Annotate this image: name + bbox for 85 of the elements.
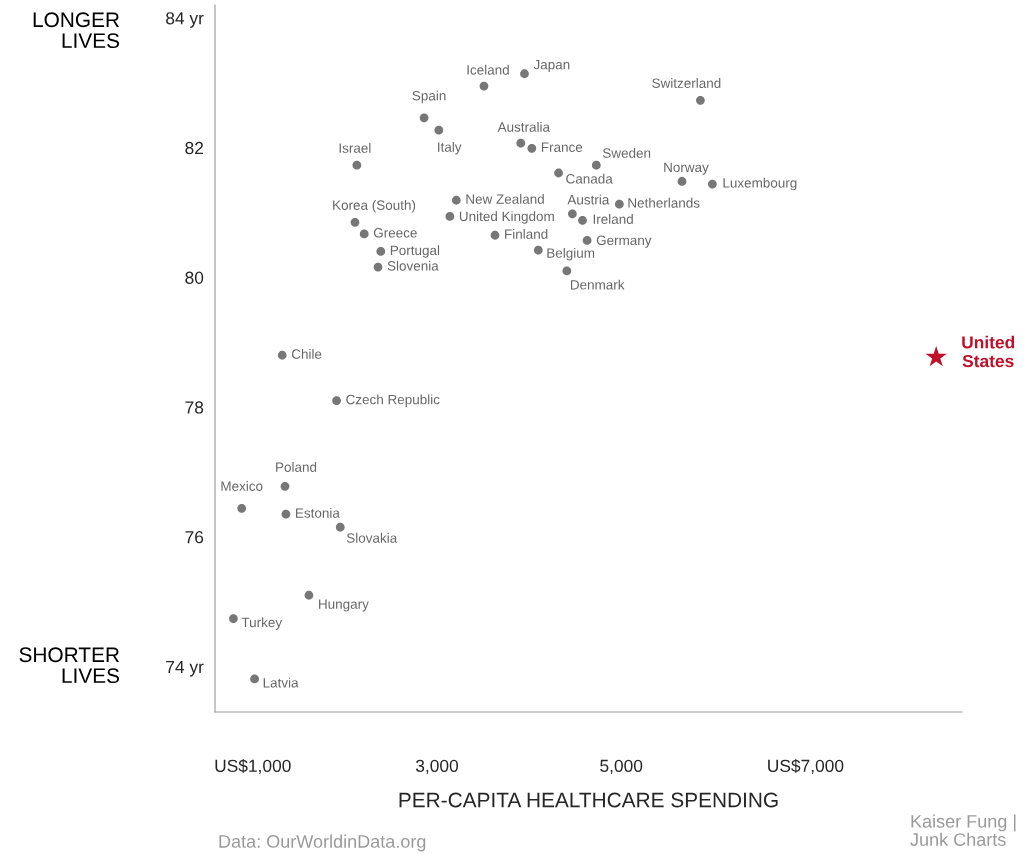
- text: Data: OurWorldinData.org: [219, 834, 426, 852]
- point: [419, 113, 429, 123]
- x-axis-title: PER-CAPITA HEALTHCARE SPENDING: [399, 792, 778, 808]
- point: [376, 247, 386, 256]
- point: [527, 143, 537, 153]
- series-label: Chile: [291, 348, 322, 359]
- point: [696, 95, 705, 105]
- series-label: Norway: [664, 162, 709, 175]
- y-tick-label: 82: [185, 141, 204, 155]
- point: [925, 346, 947, 367]
- point: [520, 69, 529, 79]
- point: [373, 262, 383, 272]
- point: [359, 229, 369, 239]
- series-label: Poland: [276, 462, 317, 472]
- point: [250, 674, 259, 684]
- series-label: United Kingdom: [459, 211, 554, 224]
- point: [567, 209, 577, 219]
- series-label: France: [541, 142, 583, 152]
- series-label: Estonia: [296, 507, 340, 518]
- series-label: Netherlands: [628, 197, 700, 208]
- series-label: Israel: [339, 142, 371, 153]
- point: [350, 217, 360, 227]
- series-label: Germany: [596, 235, 652, 248]
- y-tick-label: 84 yr: [166, 12, 204, 28]
- series-label: Iceland: [467, 64, 509, 75]
- x-tick-label: US$7,000: [768, 758, 844, 775]
- point: [445, 212, 455, 221]
- point: [614, 199, 624, 209]
- point: [237, 503, 247, 513]
- point: [582, 236, 592, 245]
- series-label: New Zealand: [466, 193, 544, 204]
- point: [677, 177, 687, 186]
- series-label: Portugal: [390, 245, 440, 258]
- series-label: Greece: [373, 228, 417, 238]
- series-label: Switzerland: [652, 78, 721, 88]
- point: [490, 230, 500, 240]
- point: [277, 350, 287, 360]
- series-label: United States: [962, 335, 1015, 368]
- series-label: Denmark: [570, 279, 625, 290]
- point: [332, 396, 341, 406]
- point: [451, 195, 461, 205]
- point: [304, 590, 314, 600]
- point: [281, 509, 291, 519]
- series-label: Luxembourg: [723, 177, 797, 191]
- point: [335, 522, 345, 532]
- series-label: Japan: [533, 59, 570, 73]
- series-label: Slovakia: [346, 532, 398, 543]
- series-label: Canada: [566, 173, 613, 184]
- point: [479, 81, 489, 91]
- text: Kaiser Fung | Junk Charts: [910, 814, 1016, 846]
- point: [562, 266, 572, 276]
- point: [578, 215, 587, 225]
- series-label: Italy: [438, 141, 462, 155]
- series-label: Turkey: [241, 617, 283, 630]
- point: [280, 481, 290, 491]
- point: [229, 614, 238, 623]
- x-tick-label: US$1,000: [215, 758, 291, 775]
- point: [533, 245, 543, 255]
- text: LONGER LIVES: [33, 12, 120, 49]
- series-label: Latvia: [263, 677, 299, 688]
- series-label: Czech Republic: [346, 394, 440, 407]
- point: [591, 160, 601, 170]
- point: [554, 168, 563, 178]
- series-label: Mexico: [221, 481, 263, 491]
- series-label: Australia: [497, 121, 551, 132]
- series-label: Finland: [505, 228, 548, 239]
- y-tick-label: 80: [185, 271, 204, 284]
- series-label: Slovenia: [387, 260, 439, 271]
- series-label: Ireland: [593, 214, 633, 224]
- series-label: Hungary: [319, 599, 369, 612]
- series-label: Korea (South): [333, 200, 416, 213]
- x-tick-label: 5,000: [600, 759, 643, 775]
- text: SHORTER LIVES: [19, 647, 120, 684]
- series-label: Austria: [567, 194, 610, 205]
- series-label: Belgium: [547, 247, 595, 261]
- series-label: Spain: [412, 90, 446, 104]
- y-tick-label: 74 yr: [166, 660, 204, 677]
- point: [434, 125, 444, 135]
- y-tick-label: 78: [185, 401, 204, 414]
- point: [352, 160, 362, 170]
- point: [516, 138, 526, 148]
- series-label: Sweden: [602, 147, 651, 158]
- point: [707, 179, 717, 189]
- x-tick-label: 3,000: [415, 759, 459, 775]
- y-tick-label: 76: [185, 531, 204, 544]
